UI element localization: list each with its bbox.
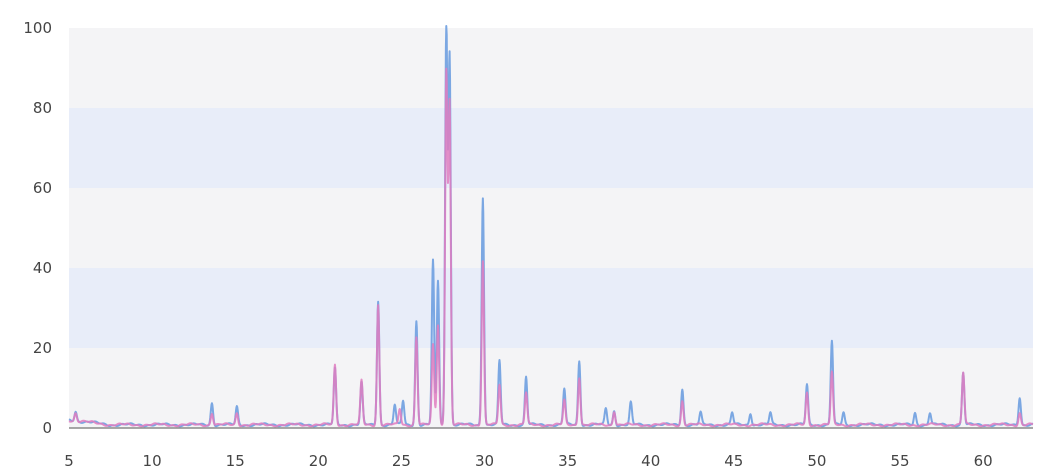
grid-band [69,108,1033,188]
grid-band [69,28,1033,108]
x-tick-label: 60 [974,452,993,470]
x-tick-label: 30 [475,452,494,470]
x-tick-label: 5 [64,452,74,470]
y-tick-label: 0 [42,419,52,437]
x-tick-label: 35 [558,452,577,470]
y-tick-label: 100 [23,19,52,37]
y-tick-label: 60 [33,179,52,197]
y-tick-label: 80 [33,99,52,117]
x-tick-label: 50 [807,452,826,470]
x-tick-label: 55 [890,452,909,470]
grid-band [69,348,1033,428]
series-layer [68,25,1034,428]
x-tick-label: 10 [143,452,162,470]
y-tick-label: 40 [33,259,52,277]
x-tick-label: 45 [724,452,743,470]
y-tick-label: 20 [33,339,52,357]
y-tick-labels: 0 20 40 60 80 100 [23,19,52,437]
series-line [68,67,1034,428]
x-tick-label: 25 [392,452,411,470]
x-tick-labels: 5 10 15 20 25 30 35 40 45 50 55 60 [64,452,992,470]
x-tick-label: 20 [309,452,328,470]
grid-band [69,188,1033,268]
x-tick-label: 15 [226,452,245,470]
grid-bands [69,28,1033,428]
x-tick-label: 40 [641,452,660,470]
grid-band [69,268,1033,348]
